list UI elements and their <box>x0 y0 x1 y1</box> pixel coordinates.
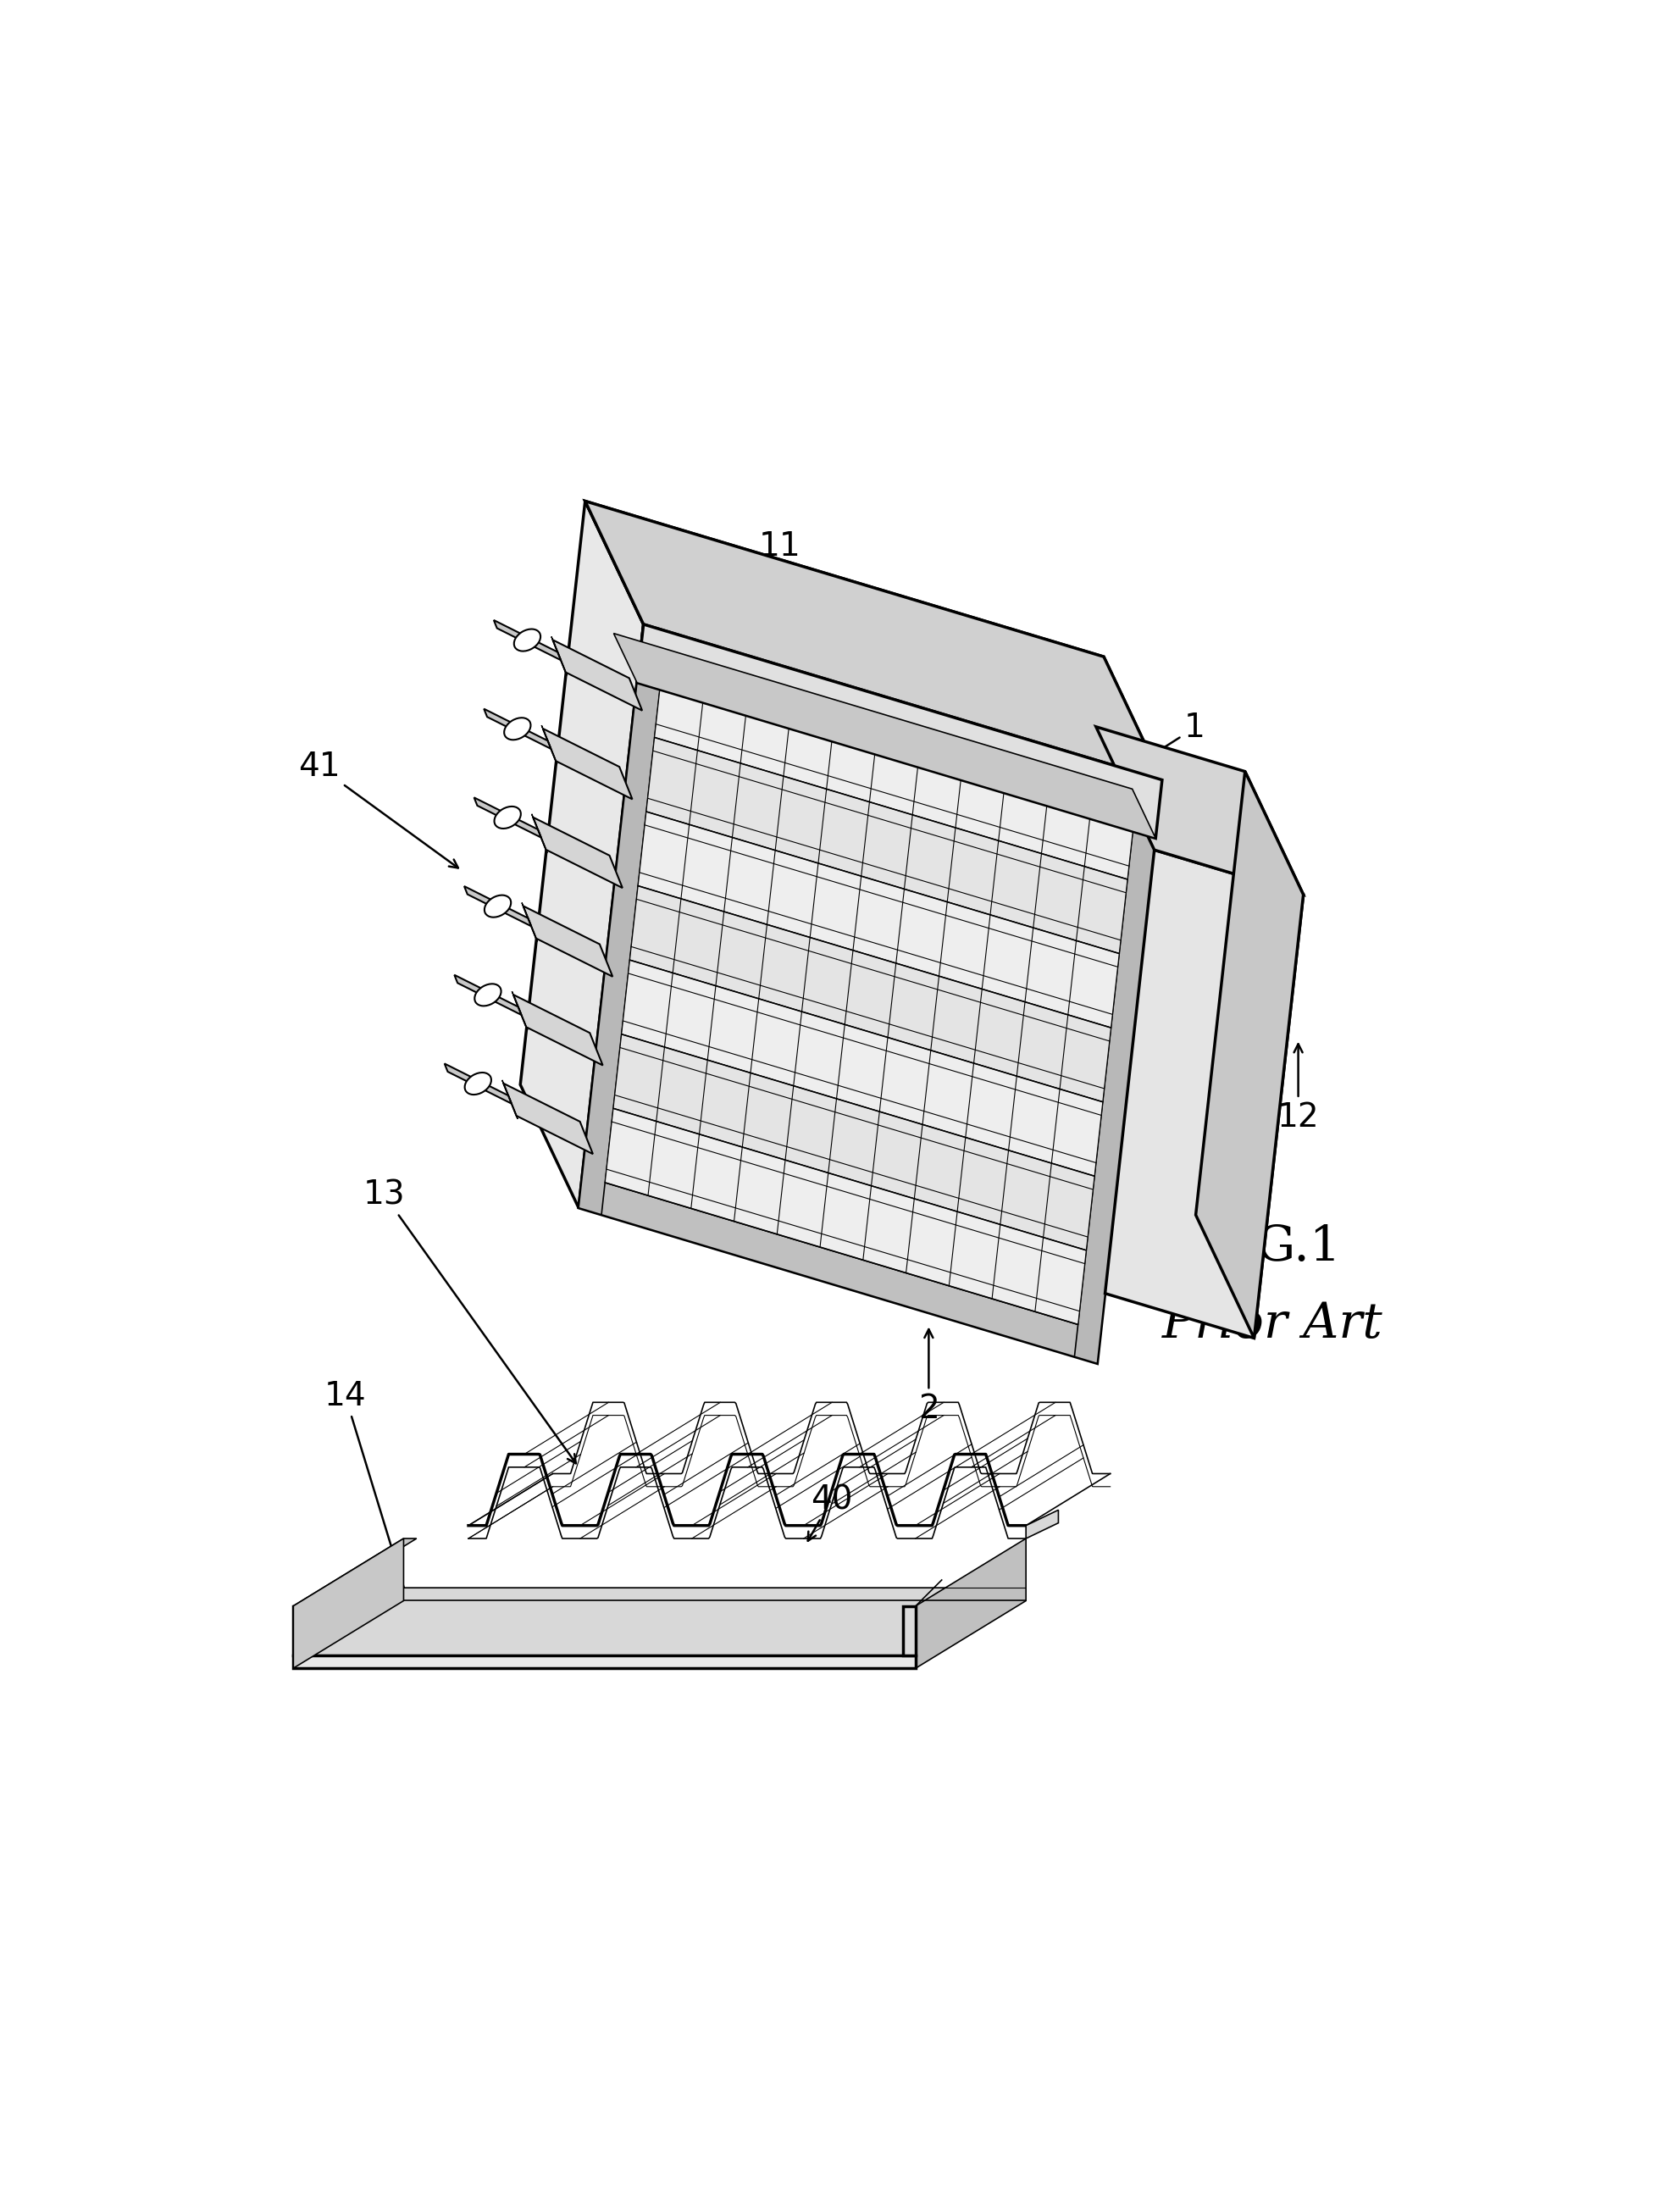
Text: 11: 11 <box>743 531 801 608</box>
Polygon shape <box>915 1540 1026 1668</box>
Polygon shape <box>504 1084 592 1155</box>
Ellipse shape <box>465 1073 492 1095</box>
Polygon shape <box>293 1655 915 1668</box>
Polygon shape <box>524 907 612 978</box>
Polygon shape <box>293 1588 1026 1655</box>
Text: FIG.1: FIG.1 <box>1203 1223 1342 1270</box>
Polygon shape <box>637 624 1163 838</box>
Polygon shape <box>542 726 557 763</box>
Polygon shape <box>552 637 567 675</box>
Text: 41: 41 <box>298 750 458 867</box>
Polygon shape <box>542 728 632 799</box>
Polygon shape <box>534 816 622 887</box>
Text: 40: 40 <box>808 1484 853 1542</box>
Text: 3: 3 <box>1121 1055 1166 1088</box>
Polygon shape <box>621 960 1103 1177</box>
Polygon shape <box>512 991 527 1031</box>
Polygon shape <box>1026 1511 1059 1540</box>
Polygon shape <box>293 1540 403 1668</box>
Text: 13: 13 <box>363 1179 576 1464</box>
Polygon shape <box>1106 849 1303 1338</box>
Polygon shape <box>522 902 537 942</box>
Polygon shape <box>579 624 1163 1363</box>
Polygon shape <box>639 624 1163 812</box>
Text: Prior Art: Prior Art <box>1161 1301 1384 1349</box>
Polygon shape <box>606 1108 1086 1325</box>
Polygon shape <box>1074 772 1163 1363</box>
Polygon shape <box>1196 772 1303 1338</box>
Polygon shape <box>293 1606 306 1655</box>
Text: 12: 12 <box>1276 1044 1320 1133</box>
Polygon shape <box>579 1177 1101 1363</box>
Polygon shape <box>514 995 602 1066</box>
Polygon shape <box>502 1079 517 1119</box>
Ellipse shape <box>475 984 502 1006</box>
Text: 14: 14 <box>325 1380 417 1626</box>
Ellipse shape <box>494 807 520 830</box>
Polygon shape <box>552 639 642 710</box>
Ellipse shape <box>485 896 510 918</box>
Polygon shape <box>614 633 1156 838</box>
Ellipse shape <box>504 717 530 739</box>
Polygon shape <box>614 1035 1094 1250</box>
Text: 4: 4 <box>1044 1192 1089 1223</box>
Ellipse shape <box>514 628 540 650</box>
Polygon shape <box>629 885 1111 1102</box>
Text: 1: 1 <box>1056 712 1205 816</box>
Polygon shape <box>494 619 560 659</box>
Polygon shape <box>579 624 666 1214</box>
Polygon shape <box>483 708 550 750</box>
Polygon shape <box>586 502 1163 781</box>
Polygon shape <box>455 975 522 1015</box>
Polygon shape <box>646 737 1128 953</box>
Polygon shape <box>445 1064 512 1104</box>
Text: 2: 2 <box>918 1329 939 1425</box>
Polygon shape <box>463 887 532 927</box>
Polygon shape <box>637 812 1119 1029</box>
Polygon shape <box>903 1606 915 1655</box>
Polygon shape <box>654 664 1136 880</box>
Polygon shape <box>586 502 1163 781</box>
Polygon shape <box>1096 728 1303 894</box>
Polygon shape <box>532 814 547 854</box>
Polygon shape <box>520 502 644 1208</box>
Polygon shape <box>473 799 540 838</box>
Polygon shape <box>293 1540 417 1606</box>
